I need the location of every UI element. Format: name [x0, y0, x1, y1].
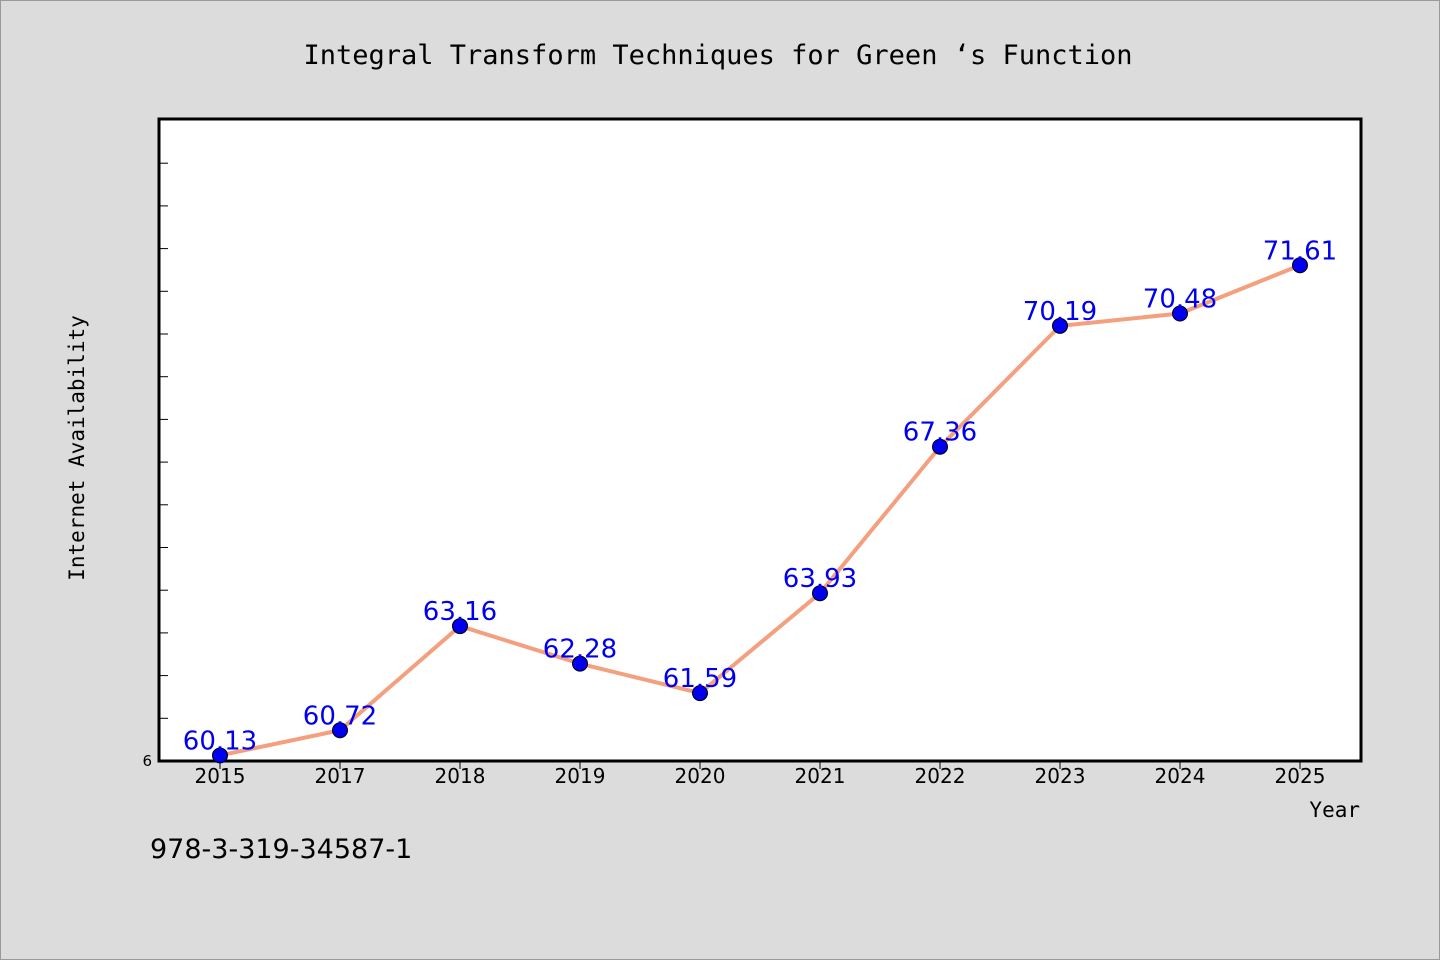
- series-line: [218, 263, 1302, 758]
- x-tick-label: 2024: [1155, 764, 1206, 788]
- data-label: 63.93: [783, 564, 857, 594]
- y-axis-ticks: [159, 162, 168, 762]
- plot-area: [157, 117, 1363, 763]
- series-layer: 60.13 60.72 63.16 62.28 61.59 63.93 67.36 70.19…: [183, 236, 1337, 764]
- data-label: 60.72: [303, 701, 377, 731]
- data-point: [812, 585, 828, 602]
- data-point: [932, 438, 948, 455]
- data-label: 71.61: [1263, 236, 1337, 266]
- data-point: [1172, 305, 1188, 322]
- data-label: 61.59: [663, 664, 737, 694]
- data-label: 62.28: [543, 635, 617, 665]
- data-label: 70.48: [1143, 285, 1217, 315]
- x-tick-label: 2015: [195, 764, 246, 788]
- x-tick-label: 2020: [675, 764, 726, 788]
- x-tick-label: 2021: [795, 764, 846, 788]
- data-point: [572, 655, 588, 672]
- y-axis-label: Internet Availability: [65, 315, 89, 581]
- y-tick-label: 6: [142, 752, 152, 770]
- x-axis-ticks: 2015 2017 2018 2019 2020 2021 2022 2023 2024 2025: [195, 761, 1326, 788]
- data-point: [1052, 317, 1068, 334]
- x-tick-label: 2023: [1035, 764, 1086, 788]
- data-point: [452, 618, 468, 635]
- data-label: 60.13: [183, 726, 257, 756]
- isbn-text: 978-3-319-34587-1: [150, 834, 413, 865]
- data-label: 63.16: [423, 597, 497, 627]
- x-axis-label: Year: [1309, 798, 1360, 822]
- data-point: [212, 747, 228, 764]
- x-tick-label: 2017: [315, 764, 366, 788]
- data-label: 67.36: [903, 418, 977, 448]
- x-tick-label: 2022: [915, 764, 966, 788]
- chart-title: Integral Transform Techniques for Green …: [303, 40, 1132, 71]
- data-point: [692, 685, 708, 702]
- data-label: 70.19: [1023, 297, 1097, 327]
- x-tick-label: 2019: [555, 764, 606, 788]
- data-point: [1292, 257, 1308, 274]
- data-point: [332, 722, 348, 739]
- x-tick-label: 2018: [435, 764, 486, 788]
- x-tick-label: 2025: [1275, 764, 1326, 788]
